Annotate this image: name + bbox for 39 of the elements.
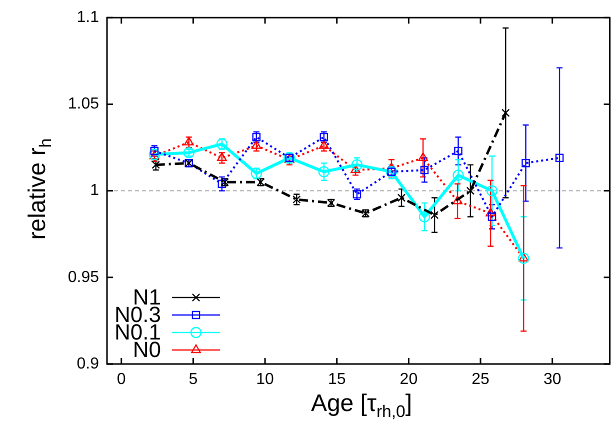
x-tick-label: 25 (472, 371, 490, 388)
y-tick-label: 0.9 (76, 355, 100, 372)
y-tick-label: 1.1 (76, 9, 100, 26)
point (522, 158, 530, 168)
x-axis-title: Age [τ$_{rh,0}$] (310, 390, 414, 422)
point (454, 146, 462, 156)
point (466, 186, 475, 195)
point (397, 194, 406, 202)
point (352, 190, 362, 198)
point (518, 252, 530, 264)
point (452, 170, 464, 181)
point (218, 180, 226, 188)
y-tick-label: 1.05 (68, 96, 100, 113)
point (555, 154, 564, 162)
point (488, 212, 496, 221)
point (420, 166, 429, 174)
point (518, 252, 529, 262)
point (351, 159, 363, 170)
x-tick-label: 30 (543, 371, 562, 388)
x-tick-label: 0 (116, 371, 126, 388)
y-tick-label: 1 (90, 182, 100, 200)
point (430, 210, 439, 220)
point (486, 185, 498, 196)
x-tick-label: 20 (400, 371, 418, 388)
point (452, 196, 462, 204)
x-tick-label: 10 (256, 371, 274, 388)
point (318, 166, 330, 178)
x-tick-label: 5 (188, 371, 198, 388)
y-tick-label: 0.95 (68, 268, 100, 286)
point (418, 152, 428, 161)
point (418, 211, 430, 222)
point (486, 208, 496, 216)
x-tick-label: 15 (328, 371, 346, 388)
point (502, 108, 510, 117)
point (216, 152, 227, 161)
point (251, 140, 262, 149)
point (152, 160, 160, 169)
point (184, 136, 194, 146)
point (318, 140, 329, 149)
